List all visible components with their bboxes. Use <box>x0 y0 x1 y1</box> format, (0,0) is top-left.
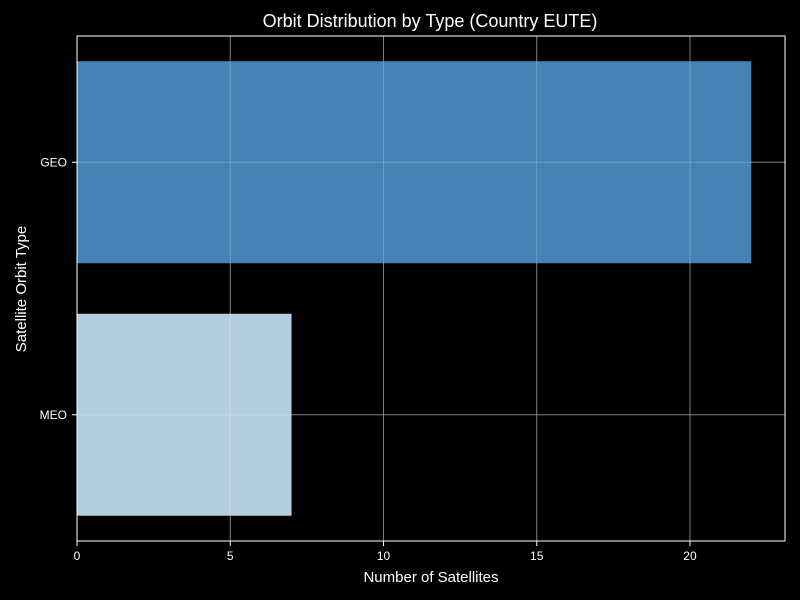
x-axis-label: Number of Satellites <box>363 569 498 586</box>
x-tick-label: 5 <box>227 549 234 563</box>
x-tick-label: 20 <box>683 549 697 563</box>
bar-geo <box>77 61 752 264</box>
y-axis-label: Satellite Orbit Type <box>13 226 30 352</box>
y-axis-ticks: GEO MEO <box>40 155 77 422</box>
x-axis-ticks: 0 5 10 15 20 <box>74 541 697 563</box>
x-tick-label: 15 <box>530 549 544 563</box>
x-tick-label: 10 <box>377 549 391 563</box>
plot-frame <box>76 35 786 542</box>
bars <box>77 61 752 516</box>
y-tick-label: GEO <box>40 155 67 169</box>
bar-meo <box>77 313 292 516</box>
x-tick-label: 0 <box>74 549 81 563</box>
chart-title: Orbit Distribution by Type (Country EUTE… <box>263 11 598 31</box>
y-tick-label: MEO <box>40 408 67 422</box>
